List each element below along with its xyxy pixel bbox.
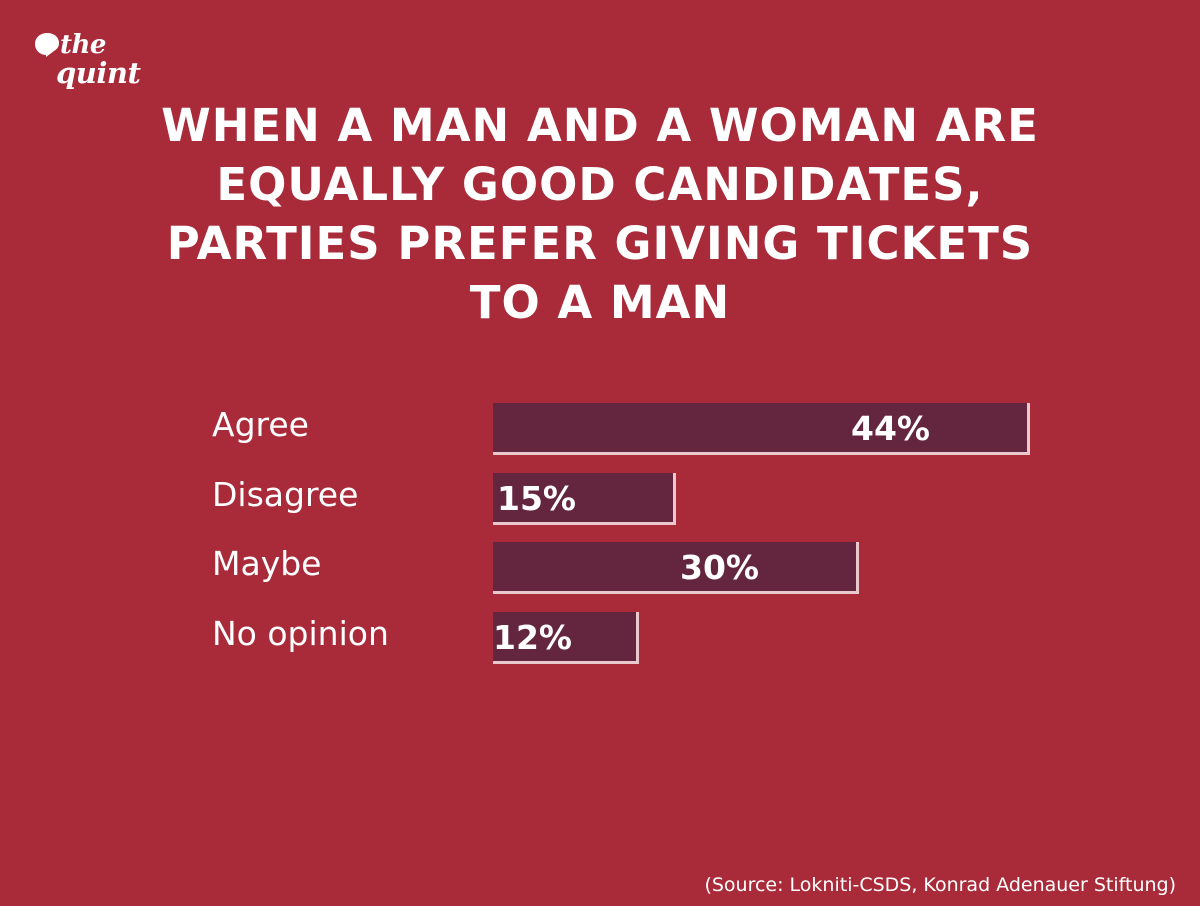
logo-text-the: the [60,30,106,60]
source-note: (Source: Lokniti-CSDS, Konrad Adenauer S… [704,874,1176,896]
data-label: 44% [851,409,930,448]
bar [493,472,676,525]
bar [493,611,639,664]
bar [493,542,859,594]
title-line: WHEN A MAN AND A WOMAN ARE [161,99,1039,152]
logo-text-quint: quint [56,56,141,90]
chart-title: WHEN A MAN AND A WOMAN ARE EQUALLY GOOD … [100,96,1100,332]
title-line: PARTIES PREFER GIVING TICKETS [166,217,1034,270]
data-label: 12% [493,617,572,657]
title-line: EQUALLY GOOD CANDIDATES, [216,158,984,211]
brand-logo: the quint [34,30,144,100]
category-label: Disagree [212,474,359,514]
quint-speech-bubble-logo-icon [35,33,59,57]
data-label: 30% [680,548,759,587]
category-label: Agree [212,405,309,444]
category-label: Maybe [212,544,322,583]
title-line: TO A MAN [469,276,731,329]
category-label: No opinion [212,613,389,653]
data-label: 15% [497,478,576,518]
bar [493,403,1030,455]
